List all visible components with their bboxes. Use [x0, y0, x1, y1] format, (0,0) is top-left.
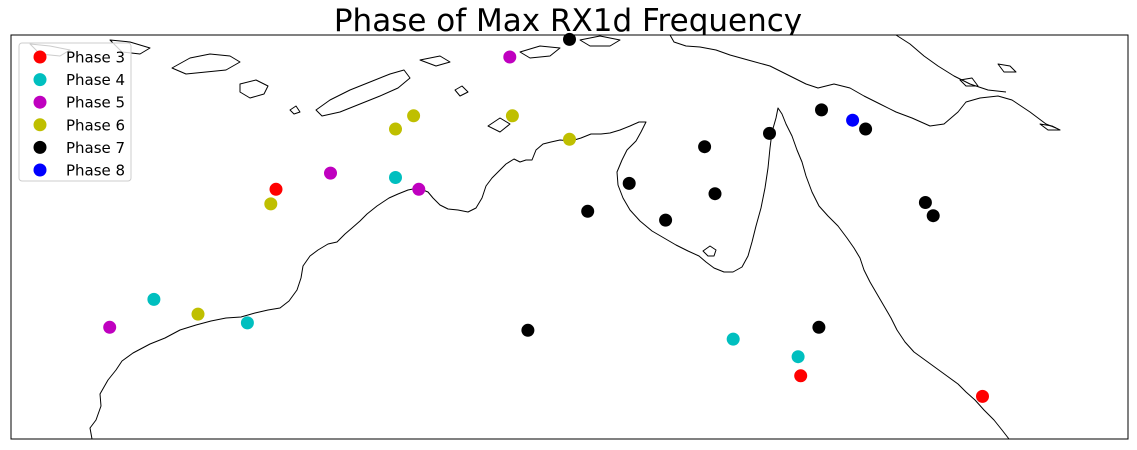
legend-label-6: Phase 8: [66, 162, 125, 180]
legend-box: [18, 42, 132, 182]
data-point-phase-7-12: [521, 323, 535, 337]
data-point-phase-7-1: [563, 32, 576, 46]
data-point-phase-4-3: [389, 171, 402, 184]
data-point-phase-4-2: [240, 316, 254, 330]
data-point-phase-7-6: [918, 196, 932, 209]
scatter-points: [103, 32, 989, 403]
data-point-phase-4-5: [791, 350, 805, 364]
data-point-phase-5-4: [503, 50, 517, 64]
legend-label-3: Phase 5: [66, 94, 125, 112]
data-point-phase-7-8: [581, 204, 595, 218]
data-point-phase-5-3: [412, 182, 426, 196]
legend-label-2: Phase 4: [66, 71, 125, 89]
data-point-phase-3-2: [794, 369, 808, 383]
data-point-phase-6-5: [505, 109, 519, 123]
data-point-phase-6-1: [191, 307, 205, 321]
data-point-phase-8-1: [846, 113, 860, 127]
data-point-phase-7-13: [812, 320, 826, 334]
data-point-phase-7-2: [698, 140, 712, 154]
legend: Phase 3 Phase 4 Phase 5 Phase 6 Phase 7 Phase…: [18, 42, 132, 182]
data-point-phase-4-4: [726, 332, 740, 346]
legend-label-1: Phase 3: [66, 49, 125, 67]
data-point-phase-4-1: [147, 292, 161, 306]
legend-marker-3: [33, 95, 47, 109]
legend-label-5: Phase 7: [66, 139, 125, 157]
legend-marker-2: [33, 73, 47, 87]
map-frame: [10, 34, 1129, 440]
data-point-phase-6-6: [563, 132, 576, 146]
data-point-phase-7-9: [622, 176, 636, 190]
data-point-phase-6-3: [389, 122, 402, 136]
data-point-phase-7-10: [659, 213, 673, 227]
data-point-phase-6-4: [407, 109, 421, 123]
data-point-phase-7-3: [763, 126, 776, 140]
data-point-phase-7-5: [859, 122, 873, 136]
legend-marker-1: [33, 50, 47, 64]
legend-marker-6: [33, 163, 47, 177]
data-point-phase-3-3: [976, 389, 989, 403]
data-point-phase-5-2: [324, 166, 337, 180]
data-point-phase-7-7: [926, 209, 940, 223]
data-point-phase-3-1: [269, 182, 283, 196]
data-point-phase-6-2: [264, 197, 278, 211]
data-point-phase-7-11: [708, 187, 722, 201]
legend-marker-5: [33, 140, 47, 154]
chart-title: Phase of Max RX1d Frequency: [334, 3, 802, 39]
legend-label-4: Phase 6: [66, 116, 125, 134]
data-point-phase-7-4: [815, 103, 828, 117]
legend-marker-4: [33, 118, 47, 132]
data-point-phase-5-1: [103, 320, 117, 334]
